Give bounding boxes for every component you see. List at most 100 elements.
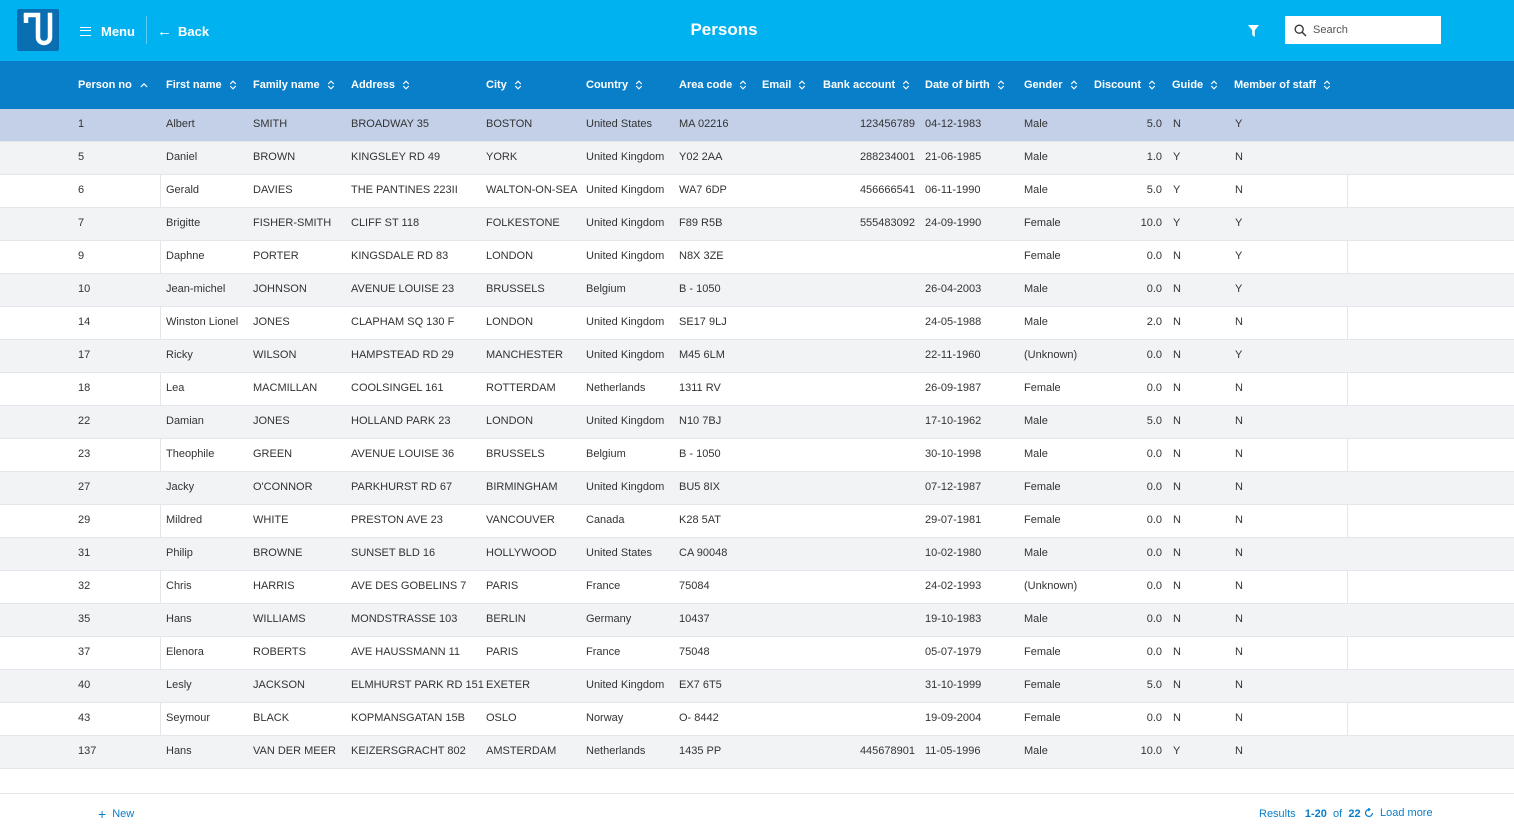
column-header-email[interactable]: Email: [762, 61, 806, 109]
table-row[interactable]: 18 Lea MACMILLAN COOLSINGEL 161 ROTTERDAM Net…: [0, 373, 1514, 406]
table-row[interactable]: 32 Chris HARRIS AVE DES GOBELINS 7 PARIS Fran…: [0, 571, 1514, 604]
table-row[interactable]: 22 Damian JONES HOLLAND PARK 23 LONDON United…: [0, 406, 1514, 439]
column-header-city[interactable]: City: [486, 61, 522, 109]
search-input[interactable]: [1313, 24, 1433, 36]
cell-country: United Kingdom: [586, 481, 665, 493]
new-button[interactable]: + New: [98, 807, 134, 821]
cell-discount: 0.0: [1146, 712, 1162, 724]
table-row[interactable]: 27 Jacky O'CONNOR PARKHURST RD 67 BIRMINGHAM…: [0, 472, 1514, 505]
back-arrow-icon: ←: [157, 22, 172, 40]
column-header-area[interactable]: Area code: [679, 61, 747, 109]
cell-address: ELMHURST PARK RD 151: [351, 679, 484, 691]
table-row[interactable]: 40 Lesly JACKSON ELMHURST PARK RD 151 EXETER…: [0, 670, 1514, 703]
cell-city: LONDON: [486, 415, 534, 427]
cell-guide: N: [1173, 712, 1181, 724]
table-row[interactable]: 37 Elenora ROBERTS AVE HAUSSMANN 11 PARIS Fra…: [0, 637, 1514, 670]
cell-staff: N: [1235, 514, 1243, 526]
cell-dob: 26-09-1987: [925, 382, 982, 394]
cell-country: Netherlands: [586, 382, 646, 394]
cell-area: F89 R5B: [679, 217, 723, 229]
cell-dob: 10-02-1980: [925, 547, 982, 559]
column-header-bank[interactable]: Bank account: [823, 61, 910, 109]
cell-bank: [825, 340, 915, 372]
cell-discount: 0.0: [1146, 580, 1162, 592]
cell-city: PARIS: [486, 580, 519, 592]
table-row[interactable]: 31 Philip BROWNE SUNSET BLD 16 HOLLYWOOD Unit…: [0, 538, 1514, 571]
cell-guide: N: [1173, 415, 1181, 427]
column-header-discount[interactable]: Discount: [1094, 61, 1156, 109]
cell-gender: Male: [1024, 613, 1048, 625]
cell-guide: N: [1173, 118, 1181, 130]
sort-toggle-icon: [740, 80, 747, 90]
cell-address: THE PANTINES 223II: [351, 184, 458, 196]
cell-no: 1: [78, 118, 85, 130]
cell-first: Jean-michel: [166, 283, 226, 295]
filter-icon[interactable]: [1248, 25, 1259, 37]
cell-first: Ricky: [166, 349, 193, 361]
app-logo-icon[interactable]: [17, 9, 59, 51]
column-header-staff[interactable]: Member of staff: [1234, 61, 1331, 109]
menu-button[interactable]: Menu: [80, 20, 135, 42]
sort-ascending-icon: [140, 82, 148, 88]
cell-family: WHITE: [253, 514, 289, 526]
column-header-dob[interactable]: Date of birth: [925, 61, 1005, 109]
cell-staff: N: [1235, 580, 1243, 592]
cell-city: BIRMINGHAM: [486, 481, 558, 493]
cell-address: KINGSDALE RD 83: [351, 250, 449, 262]
cell-guide: N: [1173, 382, 1181, 394]
cell-gender: Male: [1024, 151, 1048, 163]
cell-family: JONES: [253, 415, 290, 427]
cell-first: Mildred: [166, 514, 203, 526]
cell-gender: Male: [1024, 745, 1048, 757]
column-header-family[interactable]: Family name: [253, 61, 335, 109]
cell-address: SUNSET BLD 16: [351, 547, 436, 559]
cell-discount: 5.0: [1146, 118, 1162, 130]
table-row[interactable]: 14 Winston Lionel JONES CLAPHAM SQ 130 F LON…: [0, 307, 1514, 340]
table-row[interactable]: 17 Ricky WILSON HAMPSTEAD RD 29 MANCHESTER Un…: [0, 340, 1514, 373]
cell-city: BOSTON: [486, 118, 533, 130]
cell-no: 23: [78, 448, 91, 460]
table-row[interactable]: 6 Gerald DAVIES THE PANTINES 223II WALTON-ON…: [0, 175, 1514, 208]
cell-guide: N: [1173, 283, 1181, 295]
cell-discount: 1.0: [1146, 151, 1162, 163]
cell-bank: 456666541: [859, 184, 915, 196]
cell-gender: Female: [1024, 217, 1061, 229]
back-button[interactable]: ← Back: [157, 20, 209, 42]
cell-discount: 10.0: [1140, 745, 1162, 757]
column-header-first[interactable]: First name: [166, 61, 237, 109]
table-row[interactable]: 29 Mildred WHITE PRESTON AVE 23 VANCOUVER Can…: [0, 505, 1514, 538]
cell-no: 10: [78, 283, 91, 295]
table-row[interactable]: 35 Hans WILLIAMS MONDSTRASSE 103 BERLIN Germa…: [0, 604, 1514, 637]
column-header-guide[interactable]: Guide: [1172, 61, 1218, 109]
cell-dob: 11-05-1996: [925, 745, 981, 757]
table-row[interactable]: 23 Theophile GREEN AVENUE LOUISE 36 BRUSSELS…: [0, 439, 1514, 472]
cell-discount: 0.0: [1146, 481, 1162, 493]
cell-gender: Female: [1024, 646, 1061, 658]
column-header-gender[interactable]: Gender: [1024, 61, 1078, 109]
column-header-label: Date of birth: [925, 79, 990, 91]
page-title: Persons: [690, 20, 758, 39]
column-header-address[interactable]: Address: [351, 61, 410, 109]
cell-address: AVENUE LOUISE 23: [351, 283, 455, 295]
cell-area: O- 8442: [679, 712, 719, 724]
cell-area: Y02 2AA: [679, 151, 723, 163]
table-row[interactable]: 43 Seymour BLACK KOPMANSGATAN 15B OSLO Norway…: [0, 703, 1514, 736]
table-row[interactable]: 1 Albert SMITH BROADWAY 35 BOSTON United Stat…: [0, 109, 1514, 142]
cell-guide: N: [1173, 679, 1181, 691]
sort-toggle-icon: [1148, 80, 1156, 90]
cell-family: PORTER: [253, 250, 299, 262]
load-more-button[interactable]: Load more: [1364, 807, 1433, 819]
column-header-country[interactable]: Country: [586, 61, 643, 109]
cell-first: Philip: [166, 547, 193, 559]
column-header-no[interactable]: Person no: [78, 61, 148, 109]
table-row[interactable]: 9 Daphne PORTER KINGSDALE RD 83 LONDON United…: [0, 241, 1514, 274]
cell-no: 29: [78, 514, 91, 526]
cell-dob: 24-02-1993: [925, 580, 982, 592]
table-row[interactable]: 10 Jean-michel JOHNSON AVENUE LOUISE 23 BRUS…: [0, 274, 1514, 307]
cell-no: 14: [78, 316, 91, 328]
new-label: New: [112, 808, 135, 820]
table-row[interactable]: 5 Daniel BROWN KINGSLEY RD 49 YORK United Kin…: [0, 142, 1514, 175]
table-row[interactable]: 137 Hans VAN DER MEER KEIZERSGRACHT 802 AMST…: [0, 736, 1514, 769]
search-field[interactable]: [1285, 16, 1441, 44]
table-row[interactable]: 7 Brigitte FISHER-SMITH CLIFF ST 118 FOLKEST…: [0, 208, 1514, 241]
